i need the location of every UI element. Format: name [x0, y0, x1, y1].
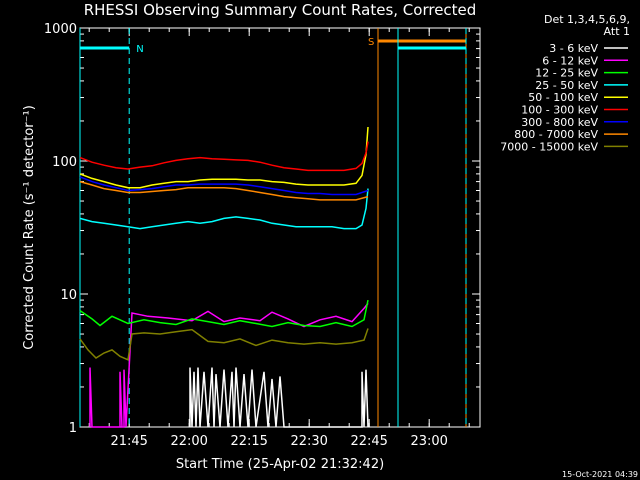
x-tick-label: 21:45: [110, 434, 147, 449]
legend-label: 300 - 800 keV: [521, 116, 598, 129]
series-line-4: [79, 188, 369, 230]
series-line-1: [189, 367, 369, 428]
y-tick-label: 1000: [44, 22, 77, 37]
legend-label: 25 - 50 keV: [535, 79, 598, 92]
series-line-2: [89, 302, 369, 428]
series-line-9: [79, 328, 369, 361]
y-axis-label: Corrected Count Rate (s⁻¹ detector⁻¹): [22, 105, 37, 350]
x-tick-label: 22:15: [230, 434, 267, 449]
legend-label: 100 - 300 keV: [521, 104, 598, 117]
legend-label: 800 - 7000 keV: [514, 128, 598, 141]
series-line-3: [79, 299, 369, 328]
x-axis-label: Start Time (25-Apr-02 21:32:42): [176, 457, 384, 472]
x-tick-label: 22:45: [350, 434, 387, 449]
series-line-5: [79, 126, 369, 189]
series-line-8: [79, 180, 369, 201]
flag-label: S: [368, 37, 374, 48]
series-line-7: [79, 176, 369, 196]
x-tick-label: 22:30: [290, 434, 327, 449]
legend-header: Det 1,3,4,5,6,9, Att 1: [544, 14, 630, 38]
flag-label: N: [136, 44, 143, 55]
y-tick-label: 100: [52, 155, 77, 170]
series-line-6: [79, 141, 369, 172]
chart-title: RHESSI Observing Summary Count Rates, Co…: [83, 1, 477, 19]
legend-label: 12 - 25 keV: [535, 67, 598, 80]
legend-label: 6 - 12 keV: [542, 54, 598, 67]
legend-label: 3 - 6 keV: [549, 42, 598, 55]
y-tick-label: 10: [60, 288, 77, 303]
legend-title: Det 1,3,4,5,6,9,: [543, 13, 630, 26]
y-tick-label: 1: [69, 421, 77, 436]
legend-subtitle: Att 1: [603, 25, 630, 38]
plot-frame: [79, 27, 481, 428]
legend-label: 7000 - 15000 keV: [500, 140, 598, 153]
x-tick-label: 23:00: [410, 434, 447, 449]
x-tick-label: 22:00: [170, 434, 207, 449]
footer-timestamp: 15-Oct-2021 04:39: [562, 470, 638, 479]
legend-label: 50 - 100 keV: [528, 91, 598, 104]
